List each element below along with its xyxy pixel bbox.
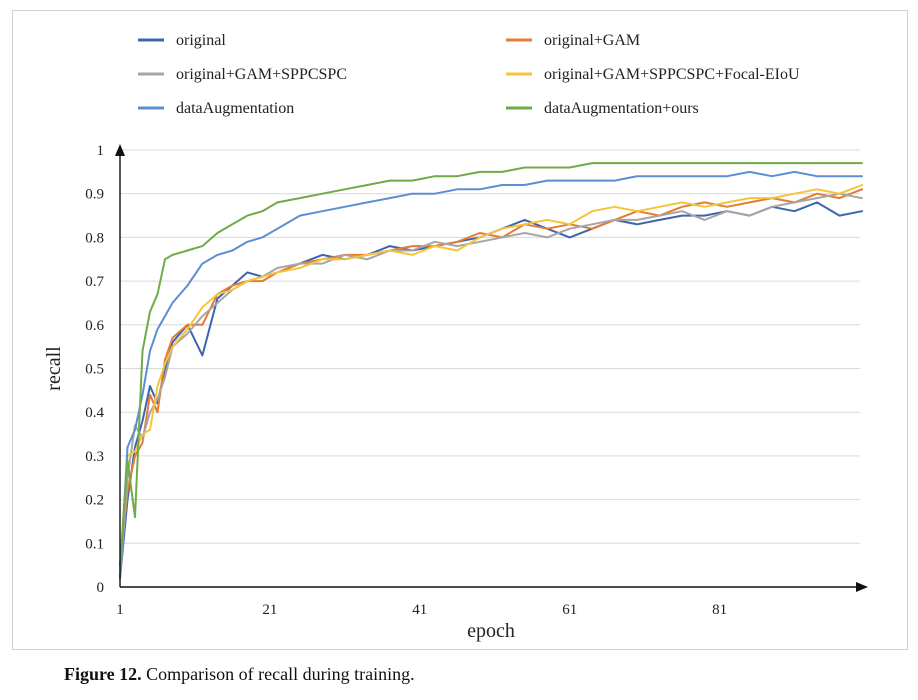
y-axis-arrow [115,144,125,156]
x-axis-title: epoch [467,620,515,642]
legend-label: original [176,32,226,49]
y-tick-label: 0.3 [85,449,104,465]
x-axis-arrow [856,582,868,592]
series-line-2 [119,188,863,567]
x-tick-label: 41 [412,602,427,618]
y-tick-label: 0 [97,580,105,596]
y-tick-label: 0.5 [85,362,104,378]
figure-caption: Figure 12. Comparison of recall during t… [64,664,415,685]
y-tick-label: 0.9 [85,187,104,203]
series-lines [119,162,863,580]
y-axis-title: recall [43,346,65,391]
axes [115,144,868,592]
grid [120,149,860,544]
tick-labels: 0 0.1 0.2 0.3 0.4 0.5 0.6 0.7 0.8 0.9 1 1 21 41 61 81 [85,143,727,618]
series-line-3 [119,192,863,580]
y-tick-label: 1 [97,143,105,159]
y-tick-label: 0.4 [85,405,104,421]
caption-text: Comparison of recall during training. [141,664,415,684]
y-tick-label: 0.2 [85,493,104,509]
y-tick-label: 0.8 [85,230,104,246]
legend-label: original+GAM+SPPCSPC [176,66,347,83]
series-line-6 [119,162,863,567]
legend: original original+GAM original+GAM+SPPCSPC… [138,32,800,117]
y-tick-label: 0.6 [85,318,104,334]
y-tick-label: 0.1 [85,536,104,552]
y-tick-label: 0.7 [85,274,104,290]
x-tick-label: 81 [712,602,727,618]
legend-label: dataAugmentation+ours [544,100,699,117]
legend-label: original+GAM+SPPCSPC+Focal-EIoU [544,66,800,83]
caption-label: Figure 12. [64,664,142,684]
legend-label: dataAugmentation [176,100,294,117]
x-tick-label: 21 [262,602,277,618]
series-line-1 [119,201,863,580]
figure-frame [12,10,908,650]
series-line-4 [119,184,863,571]
series-line-5 [119,170,863,580]
x-tick-label: 1 [116,602,124,618]
legend-label: original+GAM [544,32,640,49]
x-tick-label: 61 [562,602,577,618]
